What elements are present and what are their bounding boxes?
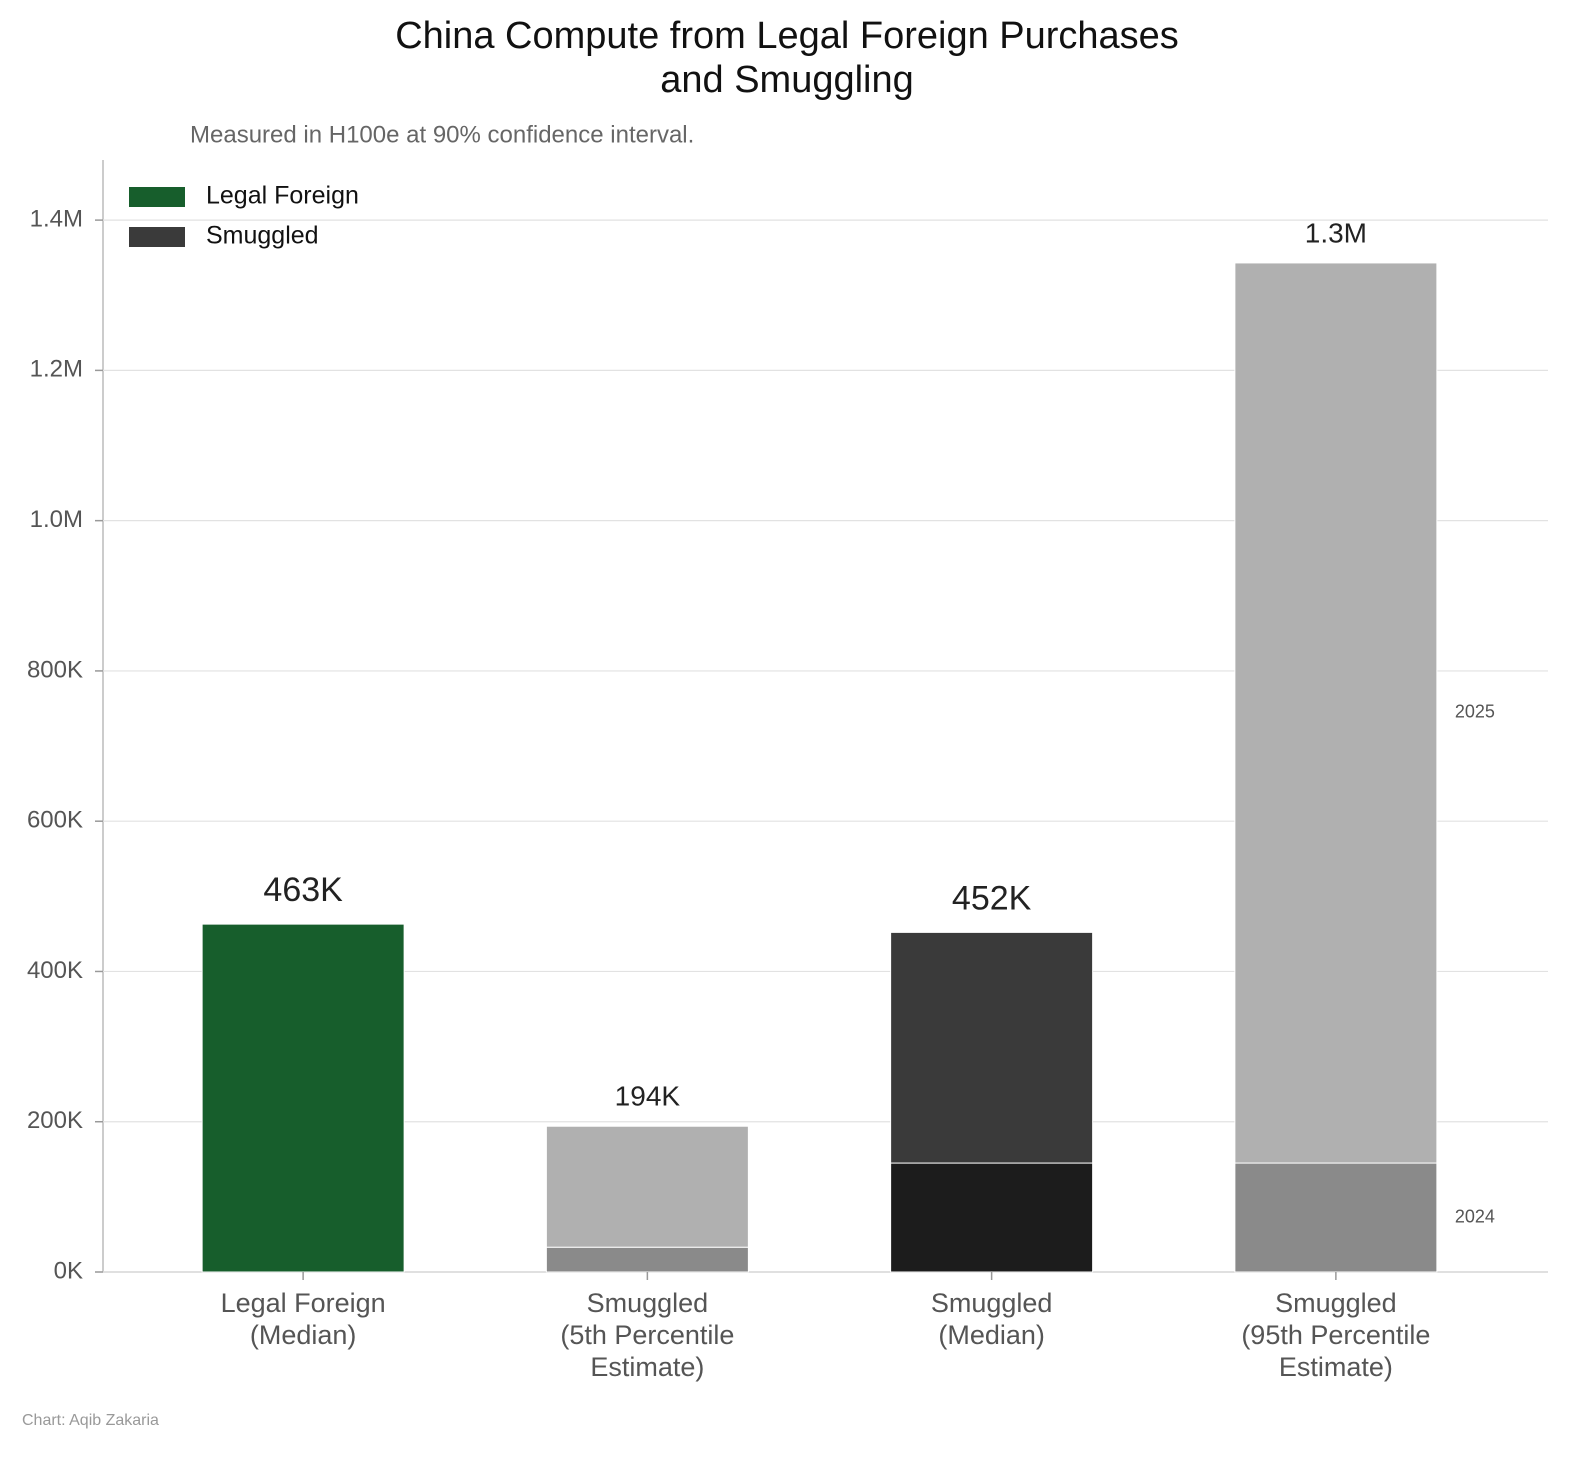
x-tick-label: (Median) [938,1320,1045,1350]
legend-label: Smuggled [206,222,319,250]
y-tick-label: 0K [54,1257,83,1284]
bar-segment [1234,262,1438,1164]
x-tick-label: (5th Percentile [560,1320,734,1350]
chart-title: China Compute from Legal Foreign Purchas… [395,15,1179,101]
series-label: 2024 [1455,1206,1495,1226]
bar-segment [201,923,405,1273]
total-label: 1.3M [1305,217,1367,248]
chart-subtitle: Measured in H100e at 90% confidence inte… [190,121,694,148]
x-tick-label: Estimate) [1279,1352,1393,1382]
total-label: 452K [952,879,1032,917]
x-tick-label: Smuggled [931,1288,1053,1318]
x-tick-label: Smuggled [587,1288,709,1318]
bar-segment [1234,1162,1438,1273]
bar-segment [545,1246,749,1273]
source: Chart: Aqib Zakaria [22,1412,159,1429]
legend-swatch [129,227,185,247]
bar-segment [545,1125,749,1248]
series-label: 2025 [1455,702,1495,722]
y-tick-label: 400K [27,957,83,984]
total-label: 194K [615,1081,681,1112]
bar-segment [890,1162,1094,1273]
legend-label: Legal Foreign [206,182,359,210]
total-label: 463K [263,871,343,909]
y-tick-label: 200K [27,1107,83,1134]
bar-segment [890,931,1094,1164]
x-tick-label: (95th Percentile [1241,1320,1430,1350]
y-tick-label: 1.0M [30,506,83,533]
x-tick-label: (Median) [250,1320,357,1350]
legend-swatch [129,187,185,207]
y-tick-label: 600K [27,807,83,834]
x-tick-label: Smuggled [1275,1288,1397,1318]
y-tick-label: 1.2M [30,356,83,383]
x-tick-label: Legal Foreign [221,1288,386,1318]
x-tick-label: Estimate) [590,1352,704,1382]
y-tick-label: 800K [27,656,83,683]
y-tick-label: 1.4M [30,205,83,232]
